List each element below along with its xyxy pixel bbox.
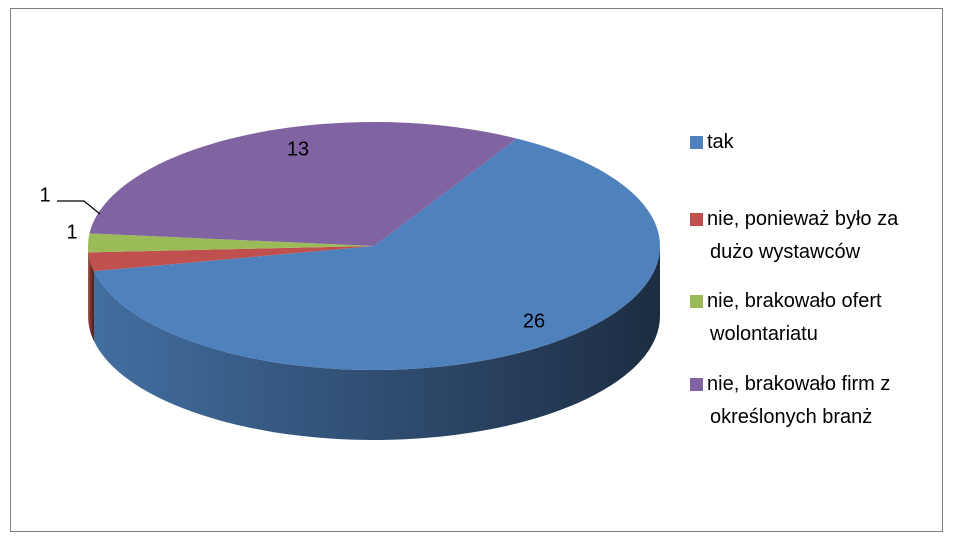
- legend-swatch: [690, 295, 703, 308]
- legend-label: nie, brakowało ofert wolontariatu: [707, 290, 882, 345]
- pie-slice: [88, 246, 374, 272]
- pie-slice: [89, 121, 518, 246]
- data-label: 1: [39, 184, 50, 206]
- data-label: 26: [523, 310, 545, 332]
- pie-side: [88, 252, 94, 342]
- legend-swatch: [690, 136, 703, 149]
- leader-line: [57, 200, 101, 215]
- pie-slice: [93, 138, 660, 370]
- legend-label: nie, ponieważ było za dużo wystawców: [707, 208, 899, 263]
- legend-swatch: [690, 213, 703, 226]
- pie-slice: [87, 233, 374, 253]
- legend-label: nie, brakowało firm z określonych branż: [707, 373, 890, 428]
- legend-swatch: [690, 378, 703, 391]
- pie-side: [93, 246, 660, 440]
- legend-label: tak: [707, 131, 735, 153]
- data-label: 1: [66, 221, 77, 243]
- data-label: 13: [287, 138, 309, 160]
